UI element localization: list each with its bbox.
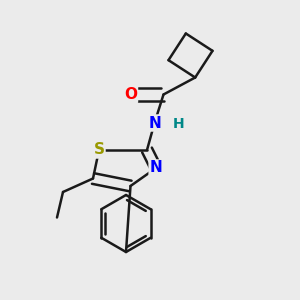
Text: N: N [150, 160, 162, 175]
Text: O: O [124, 87, 137, 102]
Text: N: N [148, 116, 161, 130]
Text: S: S [94, 142, 104, 158]
Text: H: H [173, 118, 184, 131]
